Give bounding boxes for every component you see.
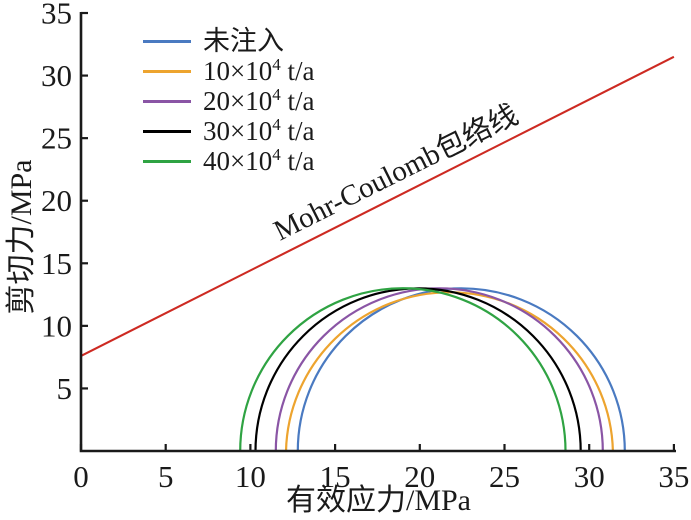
x-axis-title: 有效应力/MPa — [285, 484, 471, 517]
x-axis-tick-label: 15 — [320, 459, 351, 494]
mohr-circle-series-0 — [296, 287, 626, 452]
legend-line-swatch — [143, 129, 191, 133]
legend-label: 40×104 t/a — [203, 144, 315, 176]
y-axis-tick-label: 15 — [41, 246, 72, 281]
legend-label-superscript: 4 — [272, 84, 281, 104]
mohr-circle-series-2 — [274, 287, 604, 452]
mohr-circle-series-4 — [239, 287, 567, 452]
legend-label: 10×104 t/a — [203, 54, 315, 86]
x-axis-tick-label: 10 — [235, 459, 266, 494]
legend-label-text: 40×10 — [203, 145, 273, 176]
legend-label-suffix: t/a — [280, 55, 315, 86]
x-axis-tick-label: 5 — [158, 459, 174, 494]
x-axis-tick-label: 35 — [658, 459, 689, 494]
y-axis-tick-label: 30 — [41, 58, 72, 93]
legend-label-superscript: 4 — [272, 54, 281, 74]
y-axis-tick-label: 25 — [41, 121, 72, 156]
y-axis-tick-label: 35 — [41, 0, 72, 31]
envelope-line — [80, 55, 675, 357]
legend-label-suffix: t/a — [280, 115, 315, 146]
mohr-circle-series-3 — [254, 287, 582, 452]
legend-line-swatch — [143, 159, 191, 163]
legend-label-text: 30×10 — [203, 115, 273, 146]
legend-label-text: 未注入 — [203, 25, 284, 56]
legend-line-swatch — [143, 69, 191, 73]
legend-line-swatch — [143, 39, 191, 43]
x-axis-tick-label: 30 — [574, 459, 605, 494]
legend-item: 10×104 t/a — [143, 56, 314, 86]
legend-item: 30×104 t/a — [143, 116, 314, 146]
legend-label-superscript: 4 — [272, 114, 281, 134]
x-axis-tick-label: 25 — [489, 459, 520, 494]
legend-label-text: 20×10 — [203, 85, 273, 116]
y-axis-title: 剪切力/MPa — [5, 159, 38, 315]
legend: 未注入 10×104 t/a 20×104 t/a 30×104 t/a 40×… — [143, 26, 314, 176]
legend-label-superscript: 4 — [272, 144, 281, 164]
x-axis-tick-label: 20 — [404, 459, 435, 494]
y-axis-tick-label: 5 — [57, 371, 73, 406]
legend-label-text: 10×10 — [203, 55, 273, 86]
legend-item: 40×104 t/a — [143, 146, 314, 176]
x-axis-tick-label: 0 — [73, 459, 89, 494]
legend-label: 30×104 t/a — [203, 114, 315, 146]
legend-label-suffix: t/a — [280, 145, 315, 176]
legend-line-swatch — [143, 99, 191, 103]
legend-item: 未注入 — [143, 26, 314, 56]
y-axis-tick-label: 20 — [41, 183, 72, 218]
legend-item: 20×104 t/a — [143, 86, 314, 116]
legend-label: 20×104 t/a — [203, 84, 315, 116]
legend-label-suffix: t/a — [280, 85, 315, 116]
legend-label: 未注入 — [203, 25, 284, 56]
y-axis-tick-label: 10 — [41, 308, 72, 343]
